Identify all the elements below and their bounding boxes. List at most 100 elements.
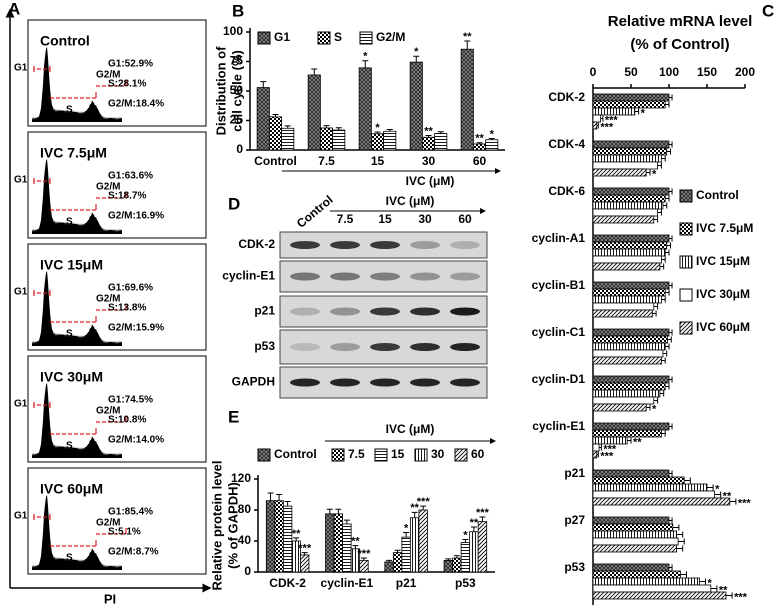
error-bar bbox=[672, 524, 680, 531]
bar bbox=[409, 61, 423, 151]
phase-stat: S:13.8% bbox=[108, 303, 146, 314]
error-bar bbox=[374, 131, 381, 134]
legend-label: S bbox=[334, 30, 342, 44]
legend-label: IVC 30μM bbox=[696, 287, 750, 301]
significance: *** bbox=[603, 443, 617, 455]
error-bar bbox=[276, 494, 283, 501]
bar bbox=[592, 563, 670, 572]
legend-swatch bbox=[679, 189, 693, 203]
legend-label: Control bbox=[696, 188, 739, 202]
significance: * bbox=[363, 51, 368, 63]
panel-label: D bbox=[228, 194, 240, 213]
gate bbox=[96, 80, 127, 87]
significance: ** bbox=[633, 436, 642, 448]
blot-column: 30 bbox=[418, 212, 432, 226]
blot-band bbox=[290, 378, 320, 387]
significance: ** bbox=[463, 31, 472, 43]
histogram bbox=[32, 494, 122, 570]
bar bbox=[325, 513, 335, 573]
bar bbox=[592, 356, 662, 365]
legend-swatch bbox=[359, 31, 373, 45]
significance: *** bbox=[600, 121, 614, 133]
gate bbox=[50, 540, 97, 547]
error-bar bbox=[476, 142, 483, 144]
error-bar bbox=[714, 491, 722, 498]
error-bar bbox=[386, 559, 393, 562]
gate-label: G1 bbox=[14, 63, 28, 74]
bar bbox=[592, 429, 662, 438]
significance: * bbox=[490, 128, 495, 140]
error-bar bbox=[669, 329, 673, 336]
bar bbox=[592, 93, 670, 102]
blot-band bbox=[410, 307, 440, 316]
blot-band bbox=[450, 272, 480, 281]
bar bbox=[359, 559, 369, 573]
error-bar bbox=[684, 477, 691, 484]
gate bbox=[96, 416, 127, 423]
bar bbox=[370, 133, 385, 151]
gate bbox=[96, 304, 127, 311]
x-tick-label: 50 bbox=[624, 65, 638, 79]
error-bar bbox=[729, 498, 737, 505]
bar bbox=[592, 375, 670, 384]
error-bar bbox=[669, 423, 673, 430]
gate bbox=[33, 290, 51, 296]
x-tick-label: p21 bbox=[396, 576, 417, 590]
significance: * bbox=[463, 529, 468, 541]
legend-swatch bbox=[679, 222, 693, 236]
legend-swatch bbox=[679, 288, 693, 302]
phase-stat: G2/M:15.9% bbox=[108, 323, 164, 334]
error-bar bbox=[661, 256, 666, 263]
sample-title: IVC 15μM bbox=[40, 257, 103, 273]
significance: *** bbox=[605, 114, 619, 126]
error-bar bbox=[272, 113, 279, 117]
legend-swatch bbox=[257, 448, 271, 462]
histogram-box bbox=[27, 243, 207, 351]
gate bbox=[33, 66, 51, 72]
blot-band bbox=[370, 241, 400, 249]
error-bar bbox=[260, 81, 267, 88]
gate bbox=[33, 178, 51, 184]
bar bbox=[592, 570, 681, 579]
phase-stat: G1:85.4% bbox=[108, 507, 153, 518]
group-label: IVC (μM) bbox=[386, 194, 435, 208]
legend-swatch bbox=[454, 448, 468, 462]
error-bar bbox=[661, 296, 666, 303]
legend-swatch bbox=[679, 255, 693, 269]
error-bar bbox=[665, 195, 670, 202]
blot-column: 7.5 bbox=[337, 212, 354, 226]
legend-swatch bbox=[679, 321, 693, 335]
error-bar bbox=[284, 500, 291, 507]
significance: * bbox=[414, 46, 419, 58]
y-tick-label: 0 bbox=[236, 142, 243, 156]
bar bbox=[460, 48, 474, 151]
bar bbox=[592, 335, 668, 344]
legend-label: 60 bbox=[471, 447, 485, 461]
bar bbox=[418, 509, 428, 573]
phase-stat: G2/M:8.7% bbox=[108, 547, 159, 558]
blot-band bbox=[290, 307, 320, 316]
y-tick-label: 75 bbox=[230, 54, 244, 68]
bar bbox=[477, 521, 488, 573]
x-tick-label: 150 bbox=[697, 65, 717, 79]
error-bar bbox=[453, 555, 460, 559]
y-axis-label: (% of GAPDH) bbox=[225, 482, 240, 569]
error-bar bbox=[666, 148, 672, 155]
blot-band bbox=[450, 307, 480, 316]
error-bar bbox=[665, 101, 670, 108]
error-bar bbox=[386, 128, 393, 132]
error-bar bbox=[596, 122, 599, 129]
bar bbox=[392, 552, 403, 573]
error-bar bbox=[464, 40, 471, 50]
significance: ** bbox=[424, 125, 433, 137]
bar bbox=[592, 591, 727, 600]
blot-band bbox=[410, 241, 440, 249]
bar bbox=[307, 74, 321, 151]
y-axis-label: Relative protein level bbox=[209, 460, 224, 590]
error-bar bbox=[634, 108, 640, 115]
sample-title: IVC 60μM bbox=[40, 481, 103, 497]
legend-label: IVC 15μM bbox=[696, 254, 750, 268]
gate-label: G2/M bbox=[96, 294, 120, 305]
y-tick-label: p27 bbox=[564, 513, 585, 527]
legend-label: Control bbox=[274, 447, 317, 461]
